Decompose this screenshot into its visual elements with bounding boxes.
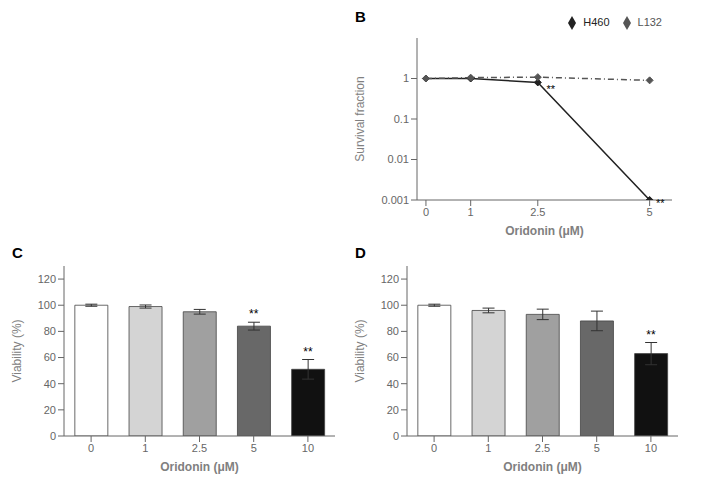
- svg-text:120: 120: [381, 273, 399, 285]
- svg-text:0: 0: [393, 430, 399, 442]
- svg-text:Viability (%): Viability (%): [10, 319, 24, 382]
- svg-text:**: **: [303, 345, 313, 359]
- svg-text:Oridonin (μM): Oridonin (μM): [503, 460, 582, 474]
- svg-text:0.01: 0.01: [388, 153, 409, 165]
- svg-text:100: 100: [38, 299, 56, 311]
- svg-text:1: 1: [485, 442, 491, 454]
- svg-text:60: 60: [387, 351, 399, 363]
- svg-text:120: 120: [38, 273, 56, 285]
- svg-text:80: 80: [44, 325, 56, 337]
- svg-text:1: 1: [403, 72, 409, 84]
- svg-text:2.5: 2.5: [535, 442, 550, 454]
- svg-text:1: 1: [142, 442, 148, 454]
- html-text:C: C: [12, 244, 23, 261]
- svg-text:80: 80: [387, 325, 399, 337]
- svg-text:Oridonin (μM): Oridonin (μM): [505, 224, 584, 238]
- svg-text:Survival fraction: Survival fraction: [353, 76, 367, 161]
- svg-text:0: 0: [50, 430, 56, 442]
- svg-text:5: 5: [251, 442, 257, 454]
- svg-text:**: **: [547, 83, 556, 95]
- svg-text:0.1: 0.1: [394, 113, 409, 125]
- svg-text:Oridonin (μM): Oridonin (μM): [160, 460, 239, 474]
- html-text:H460: H460: [583, 16, 610, 28]
- svg-text:0: 0: [88, 442, 94, 454]
- svg-text:100: 100: [381, 299, 399, 311]
- svg-text:Viability (%): Viability (%): [353, 319, 367, 382]
- svg-text:5: 5: [647, 206, 653, 218]
- svg-text:0.001: 0.001: [381, 194, 409, 206]
- html-text:D: D: [355, 244, 366, 261]
- svg-text:**: **: [646, 328, 656, 342]
- svg-text:2.5: 2.5: [530, 206, 545, 218]
- svg-text:**: **: [656, 197, 665, 209]
- svg-text:20: 20: [44, 404, 56, 416]
- svg-text:60: 60: [44, 351, 56, 363]
- svg-text:5: 5: [594, 442, 600, 454]
- svg-text:10: 10: [302, 442, 314, 454]
- html-text:B: B: [355, 8, 366, 25]
- svg-text:**: **: [249, 307, 259, 321]
- svg-text:10: 10: [645, 442, 657, 454]
- svg-text:40: 40: [44, 378, 56, 390]
- svg-text:1: 1: [468, 206, 474, 218]
- svg-text:0: 0: [431, 442, 437, 454]
- svg-text:2.5: 2.5: [192, 442, 207, 454]
- html-text:L132: L132: [637, 16, 662, 28]
- svg-text:20: 20: [387, 404, 399, 416]
- svg-text:40: 40: [387, 378, 399, 390]
- svg-text:0: 0: [423, 206, 429, 218]
